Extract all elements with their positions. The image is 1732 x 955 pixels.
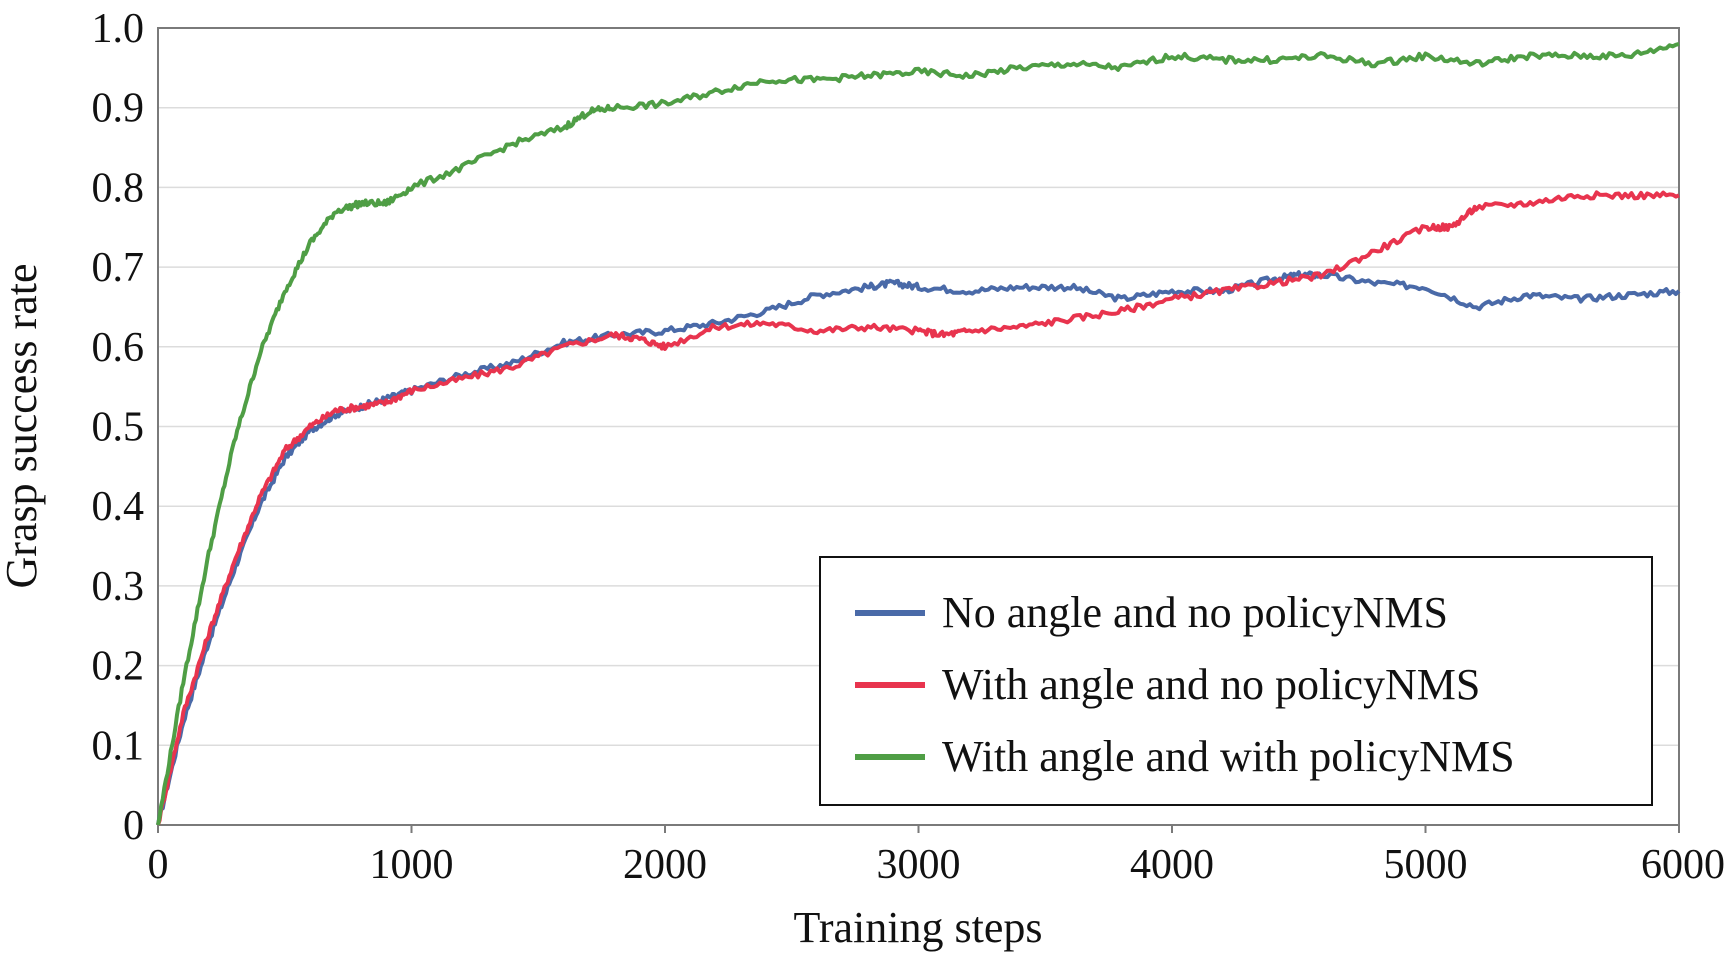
y-tick-label: 0.3 — [92, 564, 145, 610]
y-tick-label: 0 — [123, 803, 144, 849]
x-tick-label: 4000 — [1130, 842, 1214, 888]
gridlines — [158, 106, 1679, 747]
x-tick-label: 6000 — [1641, 842, 1725, 888]
series-line-0 — [156, 270, 1681, 826]
x-tick-label: 0 — [148, 842, 169, 888]
legend-box — [819, 556, 1653, 806]
legend-label-angle-no-nms: With angle and no policyNMS — [942, 660, 1480, 709]
x-tick-label: 1000 — [370, 842, 454, 888]
x-tick-label: 3000 — [877, 842, 961, 888]
legend-label-no-angle: No angle and no policyNMS — [942, 588, 1448, 637]
y-tick-label: 0.6 — [92, 325, 145, 371]
legend: No angle and no policyNMS With angle and… — [819, 556, 1653, 806]
y-tick-label: 0.9 — [92, 86, 145, 132]
series-line-1 — [156, 190, 1680, 826]
x-axis-label: Training steps — [794, 903, 1043, 952]
series-line-2 — [156, 41, 1680, 826]
tick-labels: 0 0.1 0.2 0.3 0.4 0.5 0.6 0.7 0.8 0.9 1.0 0 1000 2000… — [92, 6, 1726, 888]
y-axis-label: Grasp success rate — [0, 264, 46, 589]
legend-label-angle-with-nms: With angle and with policyNMS — [942, 732, 1515, 781]
y-tick-label: 0.1 — [92, 723, 145, 769]
y-tick-label: 0.8 — [92, 165, 145, 211]
y-tick-label: 0.7 — [92, 245, 145, 291]
x-tick-label: 2000 — [623, 842, 707, 888]
y-tick-label: 0.2 — [92, 644, 145, 690]
y-tick-label: 0.4 — [92, 484, 145, 530]
series-lines — [156, 41, 1681, 826]
y-tick-label: 0.5 — [92, 405, 145, 451]
y-tick-label: 1.0 — [92, 6, 145, 52]
x-tick-label: 5000 — [1384, 842, 1468, 888]
